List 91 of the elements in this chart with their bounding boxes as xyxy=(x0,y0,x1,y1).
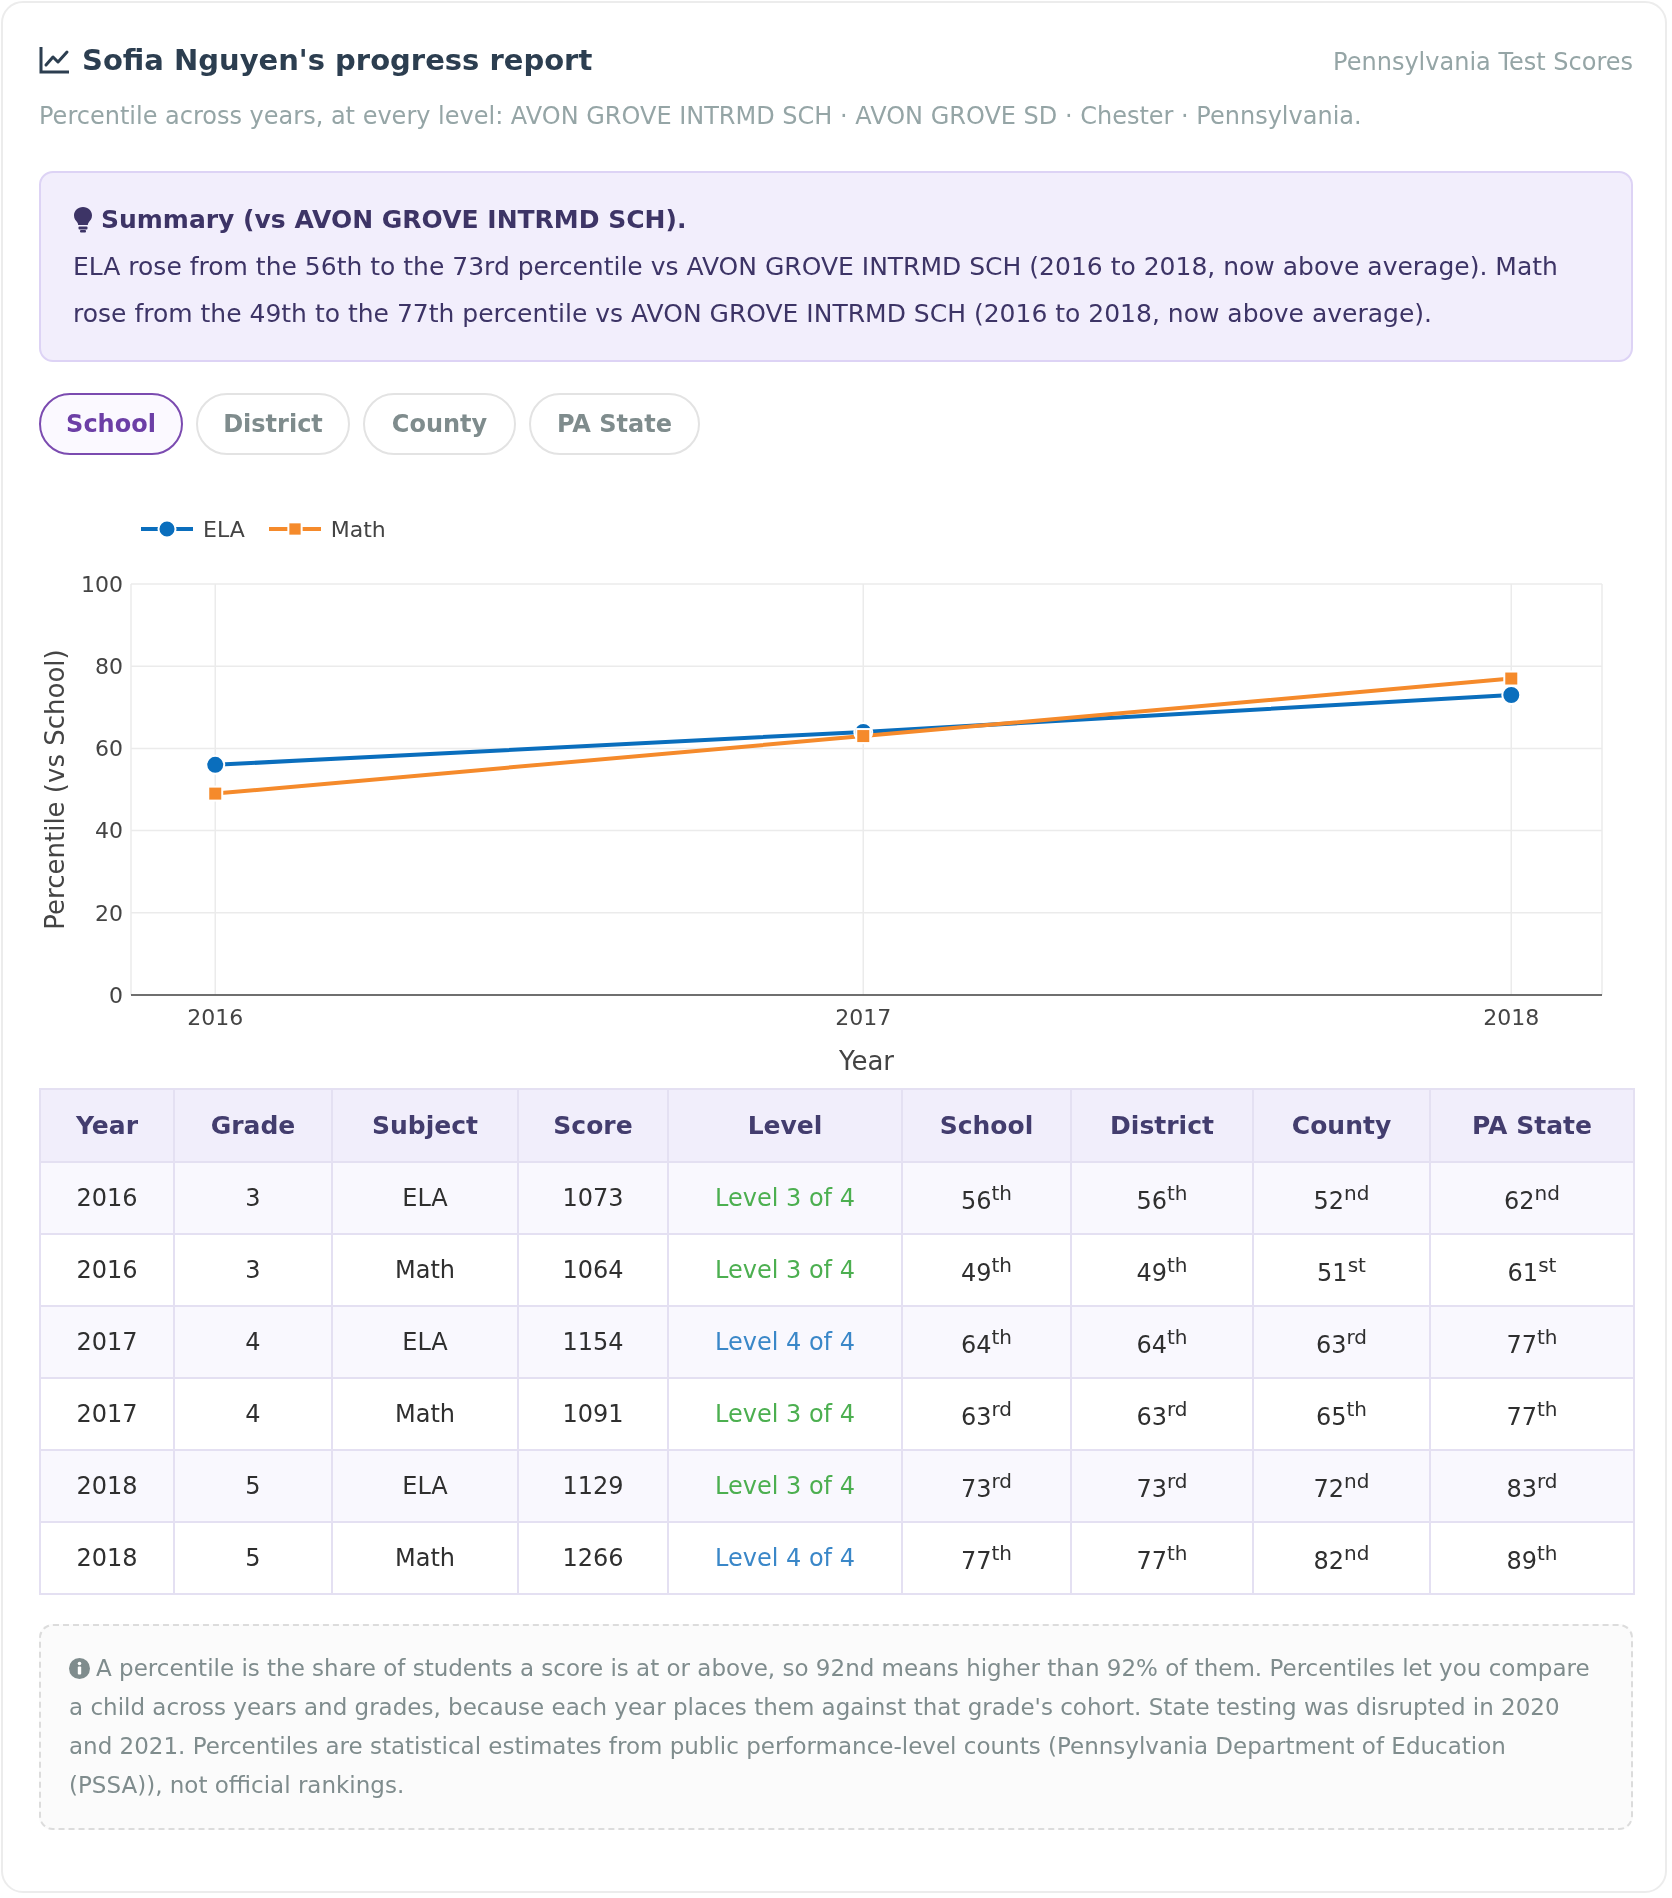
y-tick-label: 2017 xyxy=(76,1400,138,1428)
text: 83$^{rd}$ xyxy=(1506,1469,1558,1503)
text: 64$^{th}$ xyxy=(1136,1325,1188,1359)
text: 1064 xyxy=(562,1256,624,1284)
x-tick-label: Grade xyxy=(210,1111,296,1140)
x-tick-label: 2018 xyxy=(1483,1004,1540,1030)
text: 73$^{rd}$ xyxy=(960,1469,1013,1503)
text: Math xyxy=(394,1544,456,1572)
text: 63$^{rd}$ xyxy=(1315,1325,1368,1359)
chart-title: Sofia Nguyen's progress report xyxy=(82,43,593,77)
y-tick-label: 60 xyxy=(95,736,123,762)
x-tick-label: PA State xyxy=(1472,1111,1592,1140)
text: 73$^{rd}$ xyxy=(1136,1469,1188,1503)
y-tick-label: 2018 xyxy=(76,1472,138,1500)
text: 1154 xyxy=(562,1328,624,1356)
y-tick-label: 100 xyxy=(81,571,123,597)
text: 1073 xyxy=(562,1184,624,1212)
point xyxy=(207,785,224,802)
point xyxy=(1501,684,1522,705)
text: Level 4 of 4 xyxy=(715,1544,855,1572)
y-tick-label: 40 xyxy=(95,818,123,844)
text: 51$^{st}$ xyxy=(1317,1253,1366,1287)
point xyxy=(205,754,226,775)
text: 49$^{th}$ xyxy=(1136,1253,1188,1287)
y-tick-label: 2016 xyxy=(76,1184,138,1212)
text: Pennsylvania Test Scores xyxy=(1333,48,1633,76)
text: 5 xyxy=(245,1472,261,1500)
text: 77$^{th}$ xyxy=(1506,1397,1558,1431)
text: 4 xyxy=(245,1400,261,1428)
y-tick-label: 20 xyxy=(95,900,123,926)
text: ELA xyxy=(402,1472,448,1500)
chart-subtitle: Percentile across years, at every level: AVON GROVE INTRMD SCH · AVON GROVE SD · Chester · Pennsylvania. xyxy=(39,102,1362,130)
tab-button[interactable]: PA State xyxy=(529,393,700,455)
text: 3 xyxy=(245,1256,261,1284)
text: 82$^{nd}$ xyxy=(1313,1541,1370,1575)
text: 77$^{th}$ xyxy=(1506,1325,1558,1359)
x-tick-label: Subject xyxy=(372,1111,478,1140)
point xyxy=(855,728,872,745)
x-tick-label: Score xyxy=(553,1111,633,1140)
text: 5 xyxy=(245,1544,261,1572)
text: 4 xyxy=(245,1328,261,1356)
y-tick-label: 2018 xyxy=(76,1544,138,1572)
text: Level 4 of 4 xyxy=(715,1328,855,1356)
y-tick-label: 2017 xyxy=(76,1328,138,1356)
text: 56$^{th}$ xyxy=(1136,1181,1188,1215)
text: ELA xyxy=(402,1328,448,1356)
x-tick-label: 2017 xyxy=(835,1004,892,1030)
y-tick-label: 0 xyxy=(109,982,123,1008)
text: 77$^{th}$ xyxy=(960,1541,1013,1575)
text: 3 xyxy=(245,1184,261,1212)
tab-button[interactable]: School xyxy=(39,393,183,455)
text: 1091 xyxy=(562,1400,624,1428)
x-tick-label: District xyxy=(1110,1111,1214,1140)
y-tick-label: 80 xyxy=(95,654,123,680)
x-tick-label: County xyxy=(1291,1111,1392,1140)
x-axis-title: Year xyxy=(837,1046,895,1076)
text: 64$^{th}$ xyxy=(960,1325,1013,1359)
text: Level 3 of 4 xyxy=(715,1184,855,1212)
text: 1129 xyxy=(562,1472,624,1500)
legend-label: Math xyxy=(330,516,386,542)
text: 52$^{nd}$ xyxy=(1313,1181,1370,1215)
text: ELA xyxy=(402,1184,448,1212)
text: ELA rose from the 56th to the 73rd percentile vs AVON GROVE INTRMD SCH (2016 to 2018, now above average). Math rose from the 49th to the 77th percentile vs AVON GROVE INTRMD SCH (2016 to 2018, now above average). xyxy=(73,252,1558,328)
y-axis-title: Year xyxy=(76,1111,138,1140)
text: 63$^{rd}$ xyxy=(1136,1397,1188,1431)
text: 63$^{rd}$ xyxy=(960,1397,1013,1431)
text: 77$^{th}$ xyxy=(1136,1541,1188,1575)
y-tick-label: 2016 xyxy=(76,1256,138,1284)
text: A percentile is the share of students a score is at or above, so 92nd means higher than 92% of them. Percentiles let you compare a child across years and grades, because each year places them against that grade's cohort. State testing was disrupted in 2020 and 2021. Percentiles are statistical estimates from public performance-level counts (Pennsylvania Department of Education (PSSA)), not official rankings. xyxy=(69,1655,1590,1798)
text: Math xyxy=(394,1400,456,1428)
text: 61$^{st}$ xyxy=(1507,1253,1557,1287)
text: 62$^{nd}$ xyxy=(1504,1181,1560,1215)
text: 89$^{th}$ xyxy=(1506,1541,1558,1575)
text: 65$^{th}$ xyxy=(1315,1397,1368,1431)
x-tick-label: Level xyxy=(747,1111,823,1140)
text: 72$^{nd}$ xyxy=(1313,1469,1370,1503)
text: Summary (vs AVON GROVE INTRMD SCH). xyxy=(101,204,687,236)
point xyxy=(1503,670,1520,687)
text: Level 3 of 4 xyxy=(715,1472,855,1500)
y-axis-title: Percentile (vs School) xyxy=(40,649,70,930)
legend-label: ELA xyxy=(203,516,245,542)
text: Level 3 of 4 xyxy=(715,1400,855,1428)
x-tick-label: School xyxy=(939,1111,1034,1140)
tab-button[interactable]: County xyxy=(363,393,516,455)
text: Level 3 of 4 xyxy=(715,1256,855,1284)
text: 1266 xyxy=(562,1544,624,1572)
x-tick-label: 2016 xyxy=(187,1004,244,1030)
text: 49$^{th}$ xyxy=(960,1253,1013,1287)
text: 56$^{th}$ xyxy=(960,1181,1013,1215)
tab-button[interactable]: District xyxy=(196,393,350,455)
text: Math xyxy=(394,1256,456,1284)
